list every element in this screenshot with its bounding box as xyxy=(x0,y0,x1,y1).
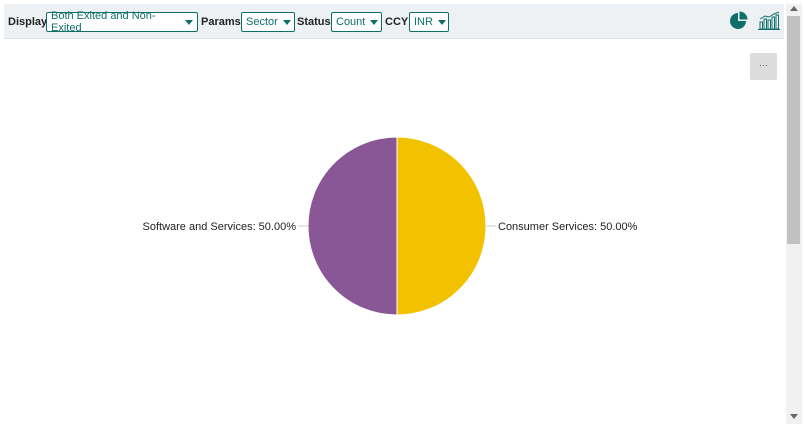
status-select[interactable]: Count xyxy=(331,12,382,32)
ccy-select[interactable]: INR xyxy=(409,12,449,32)
bar-chart-icon[interactable] xyxy=(758,11,780,36)
display-select[interactable]: Both Exited and Non-Exited xyxy=(46,10,198,34)
scroll-up-arrow-icon[interactable] xyxy=(790,6,798,11)
pie-data-label: Consumer Services: 50.00% xyxy=(498,221,638,233)
pie-chart-icon[interactable] xyxy=(728,11,748,36)
chart-menu-button[interactable]: … xyxy=(750,53,777,80)
ccy-label-wrap: CCY xyxy=(385,4,408,39)
display-select-value: Both Exited and Non-Exited xyxy=(51,10,156,34)
pie-data-label: Software and Services: 50.00% xyxy=(143,221,297,233)
chevron-down-icon xyxy=(282,19,291,25)
status-select-value: Count xyxy=(336,16,366,28)
chevron-down-icon xyxy=(370,19,379,25)
pie-slice-software-and-services[interactable] xyxy=(307,136,398,316)
filter-toolbar: Display Both Exited and Non-Exited Param… xyxy=(4,4,784,39)
scroll-thumb[interactable] xyxy=(787,16,800,244)
scroll-down-arrow-icon[interactable] xyxy=(790,414,798,419)
chart-menu-label: … xyxy=(759,58,768,68)
chevron-down-icon xyxy=(437,19,446,25)
status-label-wrap: Status xyxy=(297,4,331,39)
params-select[interactable]: Sector xyxy=(241,12,295,32)
params-label: Params xyxy=(201,15,241,28)
chevron-down-icon xyxy=(185,19,193,25)
ccy-select-value: INR xyxy=(414,16,433,28)
params-label-wrap: Params xyxy=(201,4,241,39)
display-label: Display xyxy=(8,15,48,28)
ccy-label: CCY xyxy=(385,15,409,28)
params-select-value: Sector xyxy=(246,16,278,28)
pie-chart: Consumer Services: 50.00% Software and Se… xyxy=(143,136,638,316)
scrollbar[interactable] xyxy=(786,4,802,424)
display-label-wrap: Display xyxy=(8,4,47,39)
pie-slice-consumer-services[interactable] xyxy=(396,136,487,316)
status-label: Status xyxy=(297,15,331,28)
